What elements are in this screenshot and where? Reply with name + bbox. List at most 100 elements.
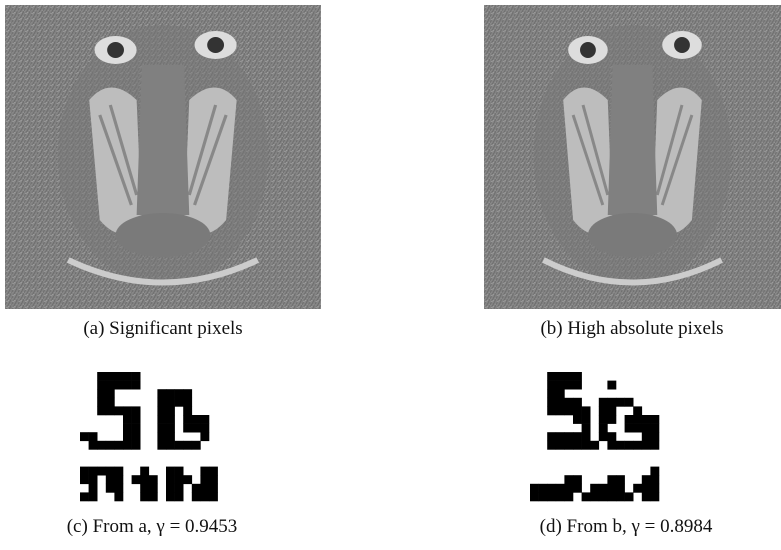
pixel [616, 484, 625, 493]
pixel [556, 389, 565, 398]
pixel [599, 484, 608, 493]
pixel [114, 492, 123, 501]
pixel [539, 484, 548, 493]
caption-b: (b) High absolute pixels [540, 318, 723, 340]
pixel [573, 406, 582, 415]
pixel [607, 484, 616, 493]
pixel [166, 492, 175, 501]
pixel [599, 432, 608, 441]
pixel [564, 484, 573, 493]
pixel [132, 415, 141, 424]
pixel-grid-d [530, 372, 659, 501]
pixel [573, 484, 582, 493]
pixel [149, 475, 158, 484]
pixel [625, 415, 634, 424]
pixel [123, 381, 132, 390]
pixel [192, 424, 201, 433]
pixel [616, 441, 625, 450]
pixel [573, 415, 582, 424]
pixel [650, 441, 659, 450]
pixel [106, 372, 115, 381]
pixel [642, 441, 651, 450]
pixel [582, 432, 591, 441]
pixel [590, 441, 599, 450]
pixel [209, 484, 218, 493]
pixel [166, 441, 175, 450]
pixel [149, 484, 158, 493]
pixel [132, 372, 141, 381]
pixel [564, 406, 573, 415]
pixel [625, 424, 634, 433]
pixel [556, 398, 565, 407]
image-b [484, 5, 781, 309]
pixel [132, 441, 141, 450]
pixel [556, 492, 565, 501]
figure [0, 0, 781, 550]
pixel [175, 475, 184, 484]
pixel [166, 398, 175, 407]
pixel [573, 432, 582, 441]
pixel [97, 406, 106, 415]
label: (c) [67, 516, 88, 537]
pixel [114, 372, 123, 381]
pixel [106, 406, 115, 415]
pixel [175, 484, 184, 493]
pixel [123, 424, 132, 433]
pixel [97, 398, 106, 407]
pixel [114, 406, 123, 415]
pixel [650, 415, 659, 424]
pixel [97, 441, 106, 450]
pixel [642, 484, 651, 493]
pixel [166, 406, 175, 415]
pixel [607, 441, 616, 450]
pixel [633, 424, 642, 433]
pixel [89, 467, 98, 476]
pixel [599, 492, 608, 501]
pixel [564, 381, 573, 390]
pixel [80, 492, 89, 501]
pixel [157, 406, 166, 415]
pixel [607, 415, 616, 424]
pixel [530, 484, 539, 493]
pixel [200, 475, 209, 484]
pixel [209, 492, 218, 501]
pixel [97, 381, 106, 390]
pixel [157, 424, 166, 433]
label: (d) [540, 516, 562, 537]
pixel [183, 406, 192, 415]
pixel [547, 372, 556, 381]
pixel [183, 441, 192, 450]
pixel [140, 475, 149, 484]
pixel [564, 475, 573, 484]
pixel [650, 467, 659, 476]
pixel [200, 432, 209, 441]
pixel [123, 432, 132, 441]
pixel [106, 467, 115, 476]
pixel [633, 484, 642, 493]
pixel [547, 398, 556, 407]
pixel [633, 415, 642, 424]
pixel [556, 381, 565, 390]
pixel [175, 492, 184, 501]
pixel [556, 432, 565, 441]
pixel [106, 484, 115, 493]
pixel [183, 475, 192, 484]
pixel [573, 372, 582, 381]
pixel [106, 441, 115, 450]
pixel [599, 415, 608, 424]
caption-a: (a) Significant pixels [83, 318, 242, 340]
pixel-grid-c [80, 372, 218, 501]
pixel [582, 406, 591, 415]
pixel [547, 441, 556, 450]
label: (b) [540, 318, 562, 339]
pixel [149, 492, 158, 501]
pixel [607, 492, 616, 501]
pixel [192, 484, 201, 493]
pixel [650, 484, 659, 493]
pixel [582, 441, 591, 450]
caption-c: (c) From a, γ = 0.9453 [67, 516, 238, 538]
pixel [114, 484, 123, 493]
pixel [132, 432, 141, 441]
pixel [209, 467, 218, 476]
pixel [157, 389, 166, 398]
